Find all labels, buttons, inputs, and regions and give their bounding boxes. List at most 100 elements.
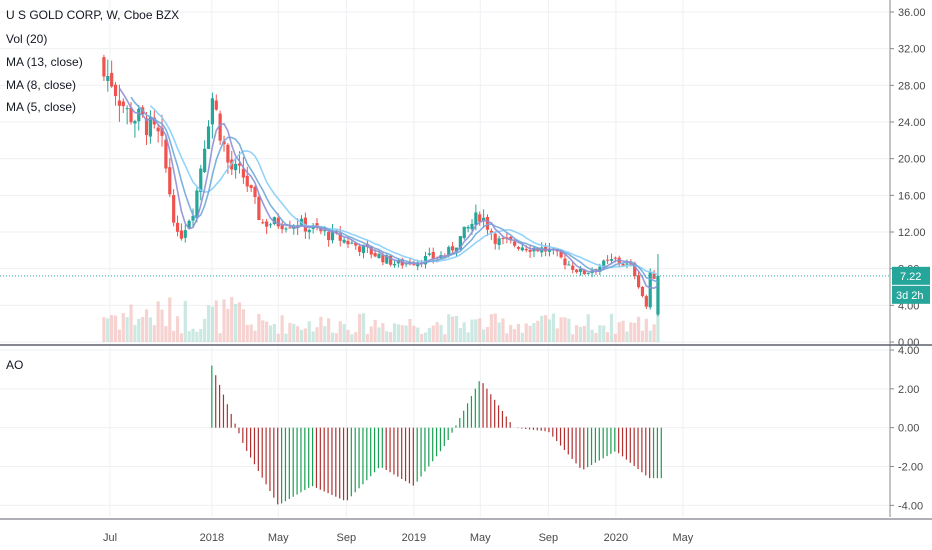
- candle-body: [633, 263, 637, 277]
- candle-body: [478, 214, 482, 222]
- volume-bar: [377, 327, 381, 342]
- volume-bar: [365, 333, 369, 342]
- volume-bar: [218, 333, 222, 342]
- candle-body: [605, 259, 610, 261]
- ma5-line: [118, 87, 659, 290]
- candle-body: [106, 75, 110, 81]
- x-tick-label: Sep: [539, 532, 559, 544]
- ao-y-tick-label: 4.00: [898, 345, 919, 357]
- volume-bar: [261, 320, 265, 342]
- volume-bar: [644, 318, 648, 342]
- volume-bar: [392, 323, 397, 342]
- candle-body: [474, 212, 478, 225]
- volume-bar: [555, 328, 559, 342]
- candle-body: [199, 168, 203, 193]
- candle-body: [330, 230, 335, 241]
- volume-bar: [373, 319, 377, 342]
- candle-body: [640, 286, 645, 296]
- ao-histogram: [211, 365, 662, 505]
- symbol-title[interactable]: U S GOLD CORP, W, Cboe BZX: [6, 8, 180, 22]
- ma13-line: [149, 105, 659, 276]
- volume-bar: [447, 314, 451, 342]
- volume-bar: [423, 332, 428, 342]
- volume-bar: [102, 317, 106, 342]
- candle-body: [598, 266, 602, 272]
- candle-body: [358, 246, 362, 252]
- volume-bar: [528, 325, 532, 342]
- candle-body: [265, 221, 269, 227]
- volume-bar: [164, 326, 168, 342]
- volume-bar: [640, 330, 645, 342]
- volume-bar: [443, 334, 447, 342]
- candle-body: [148, 117, 153, 137]
- volume-bar: [385, 331, 389, 342]
- volume-bar: [148, 317, 153, 342]
- volume-bar: [237, 302, 242, 342]
- candle-body: [497, 238, 501, 246]
- volume-bar: [462, 322, 466, 342]
- candle-body: [179, 230, 184, 239]
- volume-bar: [586, 314, 590, 342]
- volume-bars: [102, 291, 660, 342]
- volume-bar: [563, 317, 567, 342]
- ao-label[interactable]: AO: [6, 358, 24, 372]
- countdown-tag: [892, 285, 930, 304]
- volume-bar: [257, 313, 261, 342]
- volume-bar: [617, 322, 621, 342]
- volume-bar: [400, 325, 404, 342]
- volume-bar: [559, 317, 563, 342]
- volume-bar: [567, 318, 571, 342]
- volume-bar: [110, 315, 114, 342]
- candle-body: [129, 107, 133, 123]
- volume-bar: [396, 324, 400, 342]
- candle-body: [385, 255, 389, 264]
- volume-bar: [497, 322, 501, 342]
- volume-bar: [241, 309, 245, 342]
- volume-bar: [226, 308, 230, 342]
- candle-body: [125, 108, 129, 110]
- indicator-ma13[interactable]: MA (13, close): [6, 55, 83, 69]
- indicator-ma5[interactable]: MA (5, close): [6, 100, 77, 114]
- x-tick-label: 2018: [200, 532, 224, 544]
- candle-body: [602, 260, 606, 268]
- volume-bar: [636, 316, 641, 342]
- volume-bar: [551, 313, 555, 342]
- volume-bar: [381, 323, 385, 342]
- candle-body: [350, 242, 354, 244]
- grid: [0, 0, 890, 517]
- volume-bar: [121, 313, 125, 342]
- volume-bar: [656, 291, 660, 342]
- candle-body: [509, 236, 513, 241]
- volume-bar: [125, 317, 129, 342]
- volume-bar: [470, 319, 474, 342]
- volume-bar: [571, 334, 575, 342]
- indicator-ma8[interactable]: MA (8, close): [6, 78, 77, 92]
- volume-bar: [547, 319, 552, 342]
- candle-body: [237, 163, 242, 166]
- volume-bar: [629, 322, 633, 342]
- volume-bar: [602, 325, 606, 342]
- candle-body: [513, 241, 517, 246]
- volume-bar: [179, 333, 184, 342]
- volume-bar: [133, 325, 137, 342]
- candle-body: [327, 231, 331, 241]
- volume-bar: [160, 309, 164, 342]
- volume-bar: [513, 329, 517, 342]
- candle-body: [323, 230, 327, 232]
- candle-body: [338, 233, 342, 241]
- candle-body: [334, 231, 338, 233]
- candle-body: [582, 269, 586, 275]
- volume-bar: [524, 323, 528, 342]
- volume-bar: [330, 332, 335, 342]
- candle-body: [524, 249, 528, 251]
- volume-bar: [230, 297, 234, 342]
- volume-bar: [334, 333, 338, 342]
- indicator-vol[interactable]: Vol (20): [6, 32, 48, 46]
- volume-bar: [288, 322, 292, 342]
- volume-bar: [474, 319, 478, 342]
- candle-body: [280, 225, 284, 230]
- volume-bar: [292, 323, 296, 342]
- volume-bar: [338, 321, 342, 342]
- candle-body: [644, 296, 648, 307]
- candle-body: [156, 127, 160, 132]
